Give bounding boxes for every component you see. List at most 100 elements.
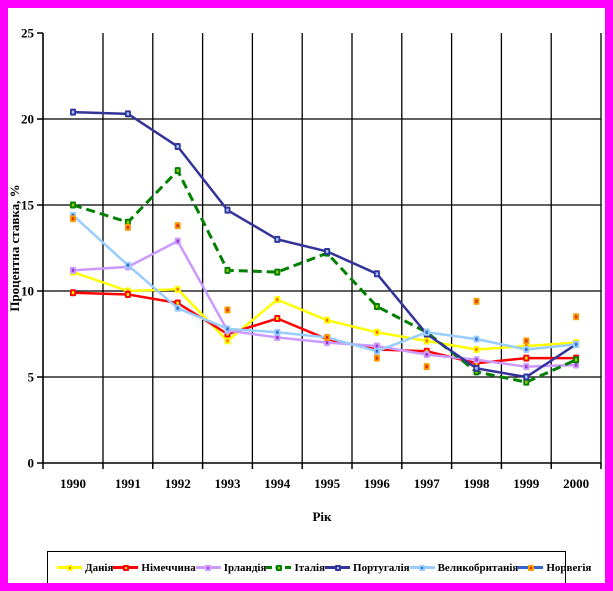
marker-center-uk	[176, 306, 179, 310]
x-axis-label: Рік	[312, 509, 332, 524]
marker-center-portugal	[226, 208, 229, 212]
marker-center-norway	[525, 339, 528, 343]
legend-marker-center-germany	[124, 566, 127, 569]
y-tick-label: 0	[28, 456, 35, 471]
x-tick-label: 1990	[60, 476, 86, 491]
marker-center-germany	[71, 291, 75, 295]
marker-center-italy	[126, 220, 130, 224]
marker-center-ireland	[475, 358, 478, 362]
marker-center-uk	[375, 349, 379, 353]
marker-center-ireland	[425, 353, 428, 357]
y-tick-label: 15	[21, 198, 35, 213]
legend-marker-center-italy	[277, 566, 280, 569]
legend-sample-norway	[518, 563, 544, 572]
marker-center-italy	[176, 169, 179, 173]
marker-center-norway	[176, 224, 179, 228]
legend-label-italy: Італія	[294, 561, 326, 574]
marker-center-ireland	[574, 363, 578, 367]
legend-marker-norway	[527, 564, 534, 571]
x-tick-label: 1991	[115, 476, 141, 491]
marker-center-ireland	[525, 365, 528, 369]
marker-center-norway	[325, 335, 329, 339]
legend-sample-denmark	[57, 563, 82, 572]
marker-center-uk	[525, 347, 528, 351]
legend-marker-center-uk	[421, 566, 424, 569]
series-line-germany	[72, 291, 577, 365]
y-axis-label: Процентна ставка, %	[7, 184, 22, 312]
legend-sample-portugal	[325, 563, 351, 572]
marker-center-denmark	[375, 330, 379, 334]
legend-item-portugal: Португалія	[325, 562, 410, 574]
marker-center-italy	[574, 358, 578, 362]
marker-center-denmark	[325, 318, 329, 322]
y-tick-label: 20	[21, 112, 34, 127]
marker-center-portugal	[375, 272, 379, 276]
marker-center-uk	[126, 263, 130, 267]
legend-marker-center-ireland	[207, 566, 210, 569]
marker-center-portugal	[325, 249, 329, 253]
legend-sample-uk	[409, 563, 435, 572]
marker-center-germany	[126, 292, 130, 296]
marker-center-italy	[71, 203, 75, 207]
legend-item-ireland: Ірландія	[195, 561, 267, 574]
legend-label-denmark: Данія	[85, 561, 114, 574]
marker-center-norway	[425, 365, 428, 369]
x-tick-label: 1993	[215, 476, 242, 491]
marker-center-germany	[525, 356, 528, 360]
x-tick-label: 1994	[264, 476, 291, 491]
marker-center-italy	[375, 304, 379, 308]
y-tick-label: 25	[21, 26, 35, 41]
marker-center-norway	[375, 356, 379, 360]
marker-center-uk	[425, 330, 428, 334]
legend-label-ireland: Ірландія	[223, 561, 267, 574]
marker-center-italy	[276, 270, 279, 274]
legend-box: Данія Німеччина Ірландія Італія Португалія Ве…	[47, 551, 591, 584]
legend-marker-denmark	[66, 564, 73, 571]
marker-center-portugal	[71, 110, 75, 114]
marker-center-denmark	[425, 339, 428, 343]
legend-marker-center-portugal	[336, 566, 339, 569]
marker-center-ireland	[176, 239, 179, 243]
marker-center-ireland	[276, 335, 279, 339]
marker-center-uk	[475, 337, 478, 341]
marker-center-portugal	[176, 145, 179, 149]
marker-center-portugal	[525, 375, 528, 379]
legend-sample-ireland	[195, 563, 221, 572]
marker-center-germany	[176, 301, 179, 305]
marker-center-denmark	[276, 298, 279, 302]
x-tick-label: 2000	[563, 476, 589, 491]
y-tick-label: 10	[21, 284, 34, 299]
marker-center-denmark	[176, 287, 179, 291]
legend-sample-germany	[113, 563, 139, 572]
legend-marker-italy	[275, 564, 282, 571]
marker-center-denmark	[226, 339, 229, 343]
marker-center-uk	[276, 330, 279, 334]
marker-center-uk	[226, 327, 229, 331]
legend-item-norway: Норвегія	[518, 562, 591, 574]
marker-center-ireland	[325, 341, 329, 345]
marker-center-denmark	[475, 347, 478, 351]
legend-sample-italy	[266, 563, 292, 572]
marker-center-portugal	[126, 112, 130, 116]
marker-center-italy	[226, 268, 229, 272]
y-tick-label: 5	[28, 370, 35, 385]
marker-center-italy	[525, 380, 528, 384]
legend-label-portugal: Португалія	[353, 561, 410, 574]
legend-marker-ireland	[205, 564, 212, 571]
legend-item-germany: Німеччина	[113, 562, 196, 574]
marker-center-portugal	[276, 237, 279, 241]
marker-center-norway	[574, 315, 578, 319]
marker-center-germany	[276, 317, 279, 321]
legend-label-uk: Великобританія	[437, 561, 519, 574]
legend-marker-germany	[122, 564, 129, 571]
x-tick-label: 1997	[414, 476, 441, 491]
marker-center-norway	[226, 308, 229, 312]
marker-center-portugal	[475, 366, 478, 370]
legend-marker-portugal	[334, 564, 341, 571]
x-tick-label: 1992	[165, 476, 191, 491]
marker-center-norway	[126, 225, 130, 229]
series-line-uk	[72, 214, 577, 353]
legend-marker-uk	[419, 564, 426, 571]
marker-center-ireland	[375, 344, 379, 348]
